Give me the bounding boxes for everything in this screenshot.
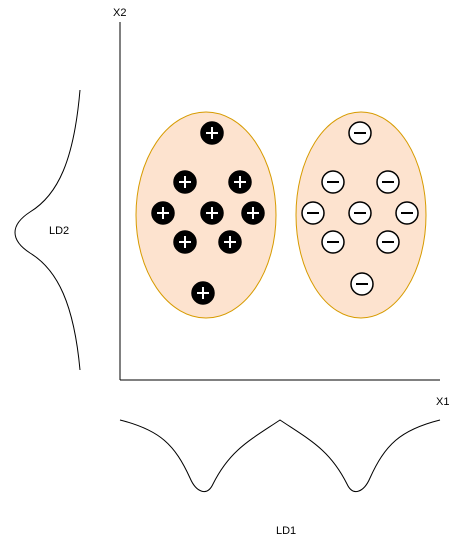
negative-points bbox=[301, 121, 419, 296]
ld1-distribution-curve bbox=[119, 419, 441, 493]
ld2-label: LD2 bbox=[49, 225, 69, 237]
ld1-label: LD1 bbox=[276, 525, 296, 537]
positive-points bbox=[151, 121, 265, 305]
y-axis-label: X2 bbox=[113, 7, 126, 19]
x-axis-label: X1 bbox=[436, 396, 449, 408]
ld2-distribution-curve bbox=[14, 89, 81, 371]
